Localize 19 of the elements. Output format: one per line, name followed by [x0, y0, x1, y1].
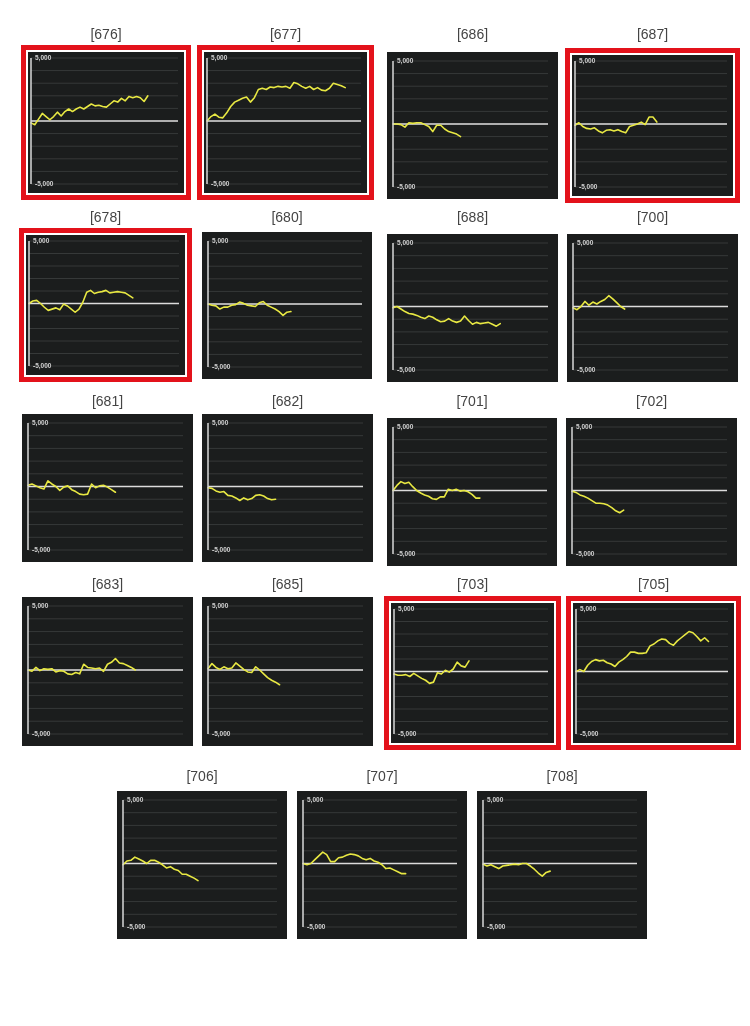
chart-title: [677] [268, 25, 303, 44]
chart-title: [685] [270, 575, 305, 594]
chart-title: [703] [455, 575, 490, 594]
chart-title: [688] [455, 208, 490, 227]
chart-title: [686] [455, 25, 490, 44]
chart-title: [708] [545, 767, 579, 786]
chart-title: [707] [365, 767, 399, 786]
chart-title: [683] [90, 575, 125, 594]
chart-title: [676] [89, 25, 123, 44]
chart-title: [678] [88, 208, 123, 227]
chart-title: [700] [635, 208, 670, 227]
chart-title: [680] [270, 208, 304, 227]
chart-title: [706] [185, 767, 219, 786]
chart-title: [705] [636, 575, 671, 594]
chart-title: [701] [455, 392, 489, 411]
chart-title: [682] [270, 392, 305, 411]
chart-title: [702] [634, 392, 669, 411]
chart-title: [681] [90, 392, 125, 411]
chart-title: [687] [635, 25, 670, 44]
